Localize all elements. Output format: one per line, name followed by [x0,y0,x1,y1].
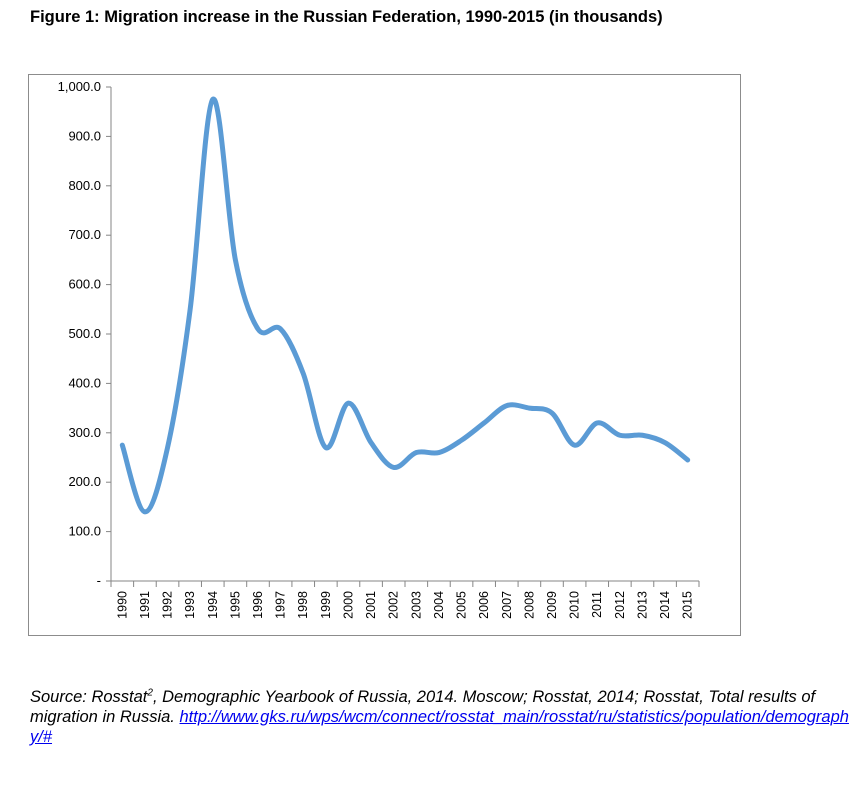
data-point [436,450,441,455]
y-tick-label: 200.0 [68,474,101,489]
data-point [210,97,215,102]
y-tick-label: 1,000.0 [58,79,101,94]
x-tick-label: 2003 [409,591,423,619]
x-tick-label: 2002 [387,591,401,619]
data-point [323,445,328,450]
x-tick-label: 2000 [341,591,355,619]
y-tick-label: 500.0 [68,326,101,341]
data-point [346,401,351,406]
y-tick-label: - [97,573,101,588]
data-point [301,371,306,376]
data-point [188,307,193,312]
y-tick-label: 400.0 [68,375,101,390]
y-tick-label: 800.0 [68,178,101,193]
data-point [233,257,238,262]
data-point [640,433,645,438]
data-point [527,406,532,411]
y-tick-label: 900.0 [68,128,101,143]
x-tick-label: 2014 [658,591,672,619]
x-tick-label: 2005 [455,591,469,619]
data-point [278,327,283,332]
x-tick-label: 2008 [522,591,536,619]
data-point [685,457,690,462]
x-tick-label: 1991 [138,591,152,619]
x-tick-label: 1999 [319,591,333,619]
x-tick-label: 1994 [206,591,220,619]
data-point [595,420,600,425]
data-point [550,411,555,416]
data-point [391,465,396,470]
data-point [617,433,622,438]
data-point [459,438,464,443]
y-tick-label: 700.0 [68,227,101,242]
data-point [504,403,509,408]
x-tick-label: 2015 [681,591,695,619]
x-tick-label: 2001 [364,591,378,619]
source-prefix: Source: Rosstat [30,688,148,706]
data-point [572,443,577,448]
data-point [256,327,261,332]
x-tick-label: 2011 [590,591,604,618]
x-tick-label: 2012 [613,591,627,619]
x-tick-label: 2004 [432,591,446,619]
chart-frame: - 100.0 200.0 300.0 400.0 500.0 600.0 700.0 800.… [28,74,741,636]
source-link[interactable]: http://www.gks.ru/wps/wcm/connect/rossta… [30,708,849,746]
x-tick-label: 1998 [296,591,310,619]
x-tick-label: 1992 [161,591,175,619]
data-point [120,443,125,448]
x-tick-label: 1997 [274,591,288,619]
source-note: Source: Rosstat2, Demographic Yearbook o… [30,687,858,747]
x-tick-label: 2006 [477,591,491,619]
data-point [414,450,419,455]
data-point [142,509,147,514]
figure-title: Figure 1: Migration increase in the Russ… [30,8,663,26]
line-chart: - 100.0 200.0 300.0 400.0 500.0 600.0 700.0 800.… [58,79,700,619]
y-tick-label: 300.0 [68,425,101,440]
data-point [369,440,374,445]
x-tick-label: 2009 [545,591,559,619]
footnote-mark: 2 [147,687,153,699]
x-tick-label: 1996 [251,591,265,619]
y-tick-label: 100.0 [68,524,101,539]
source-text: , Demographic Yearbook of Russia, 2014. … [30,688,816,726]
series-line [119,96,691,515]
x-tick-label: 2013 [635,591,649,619]
x-tick-label: 1990 [115,591,129,619]
x-tick-label: 1995 [228,591,242,619]
x-tick-label: 2007 [500,591,514,619]
data-point [165,445,170,450]
x-tick-label: 1993 [183,591,197,619]
x-tick-label: 2010 [568,591,582,619]
y-tick-label: 600.0 [68,277,101,292]
data-point [482,420,487,425]
data-point [663,440,668,445]
